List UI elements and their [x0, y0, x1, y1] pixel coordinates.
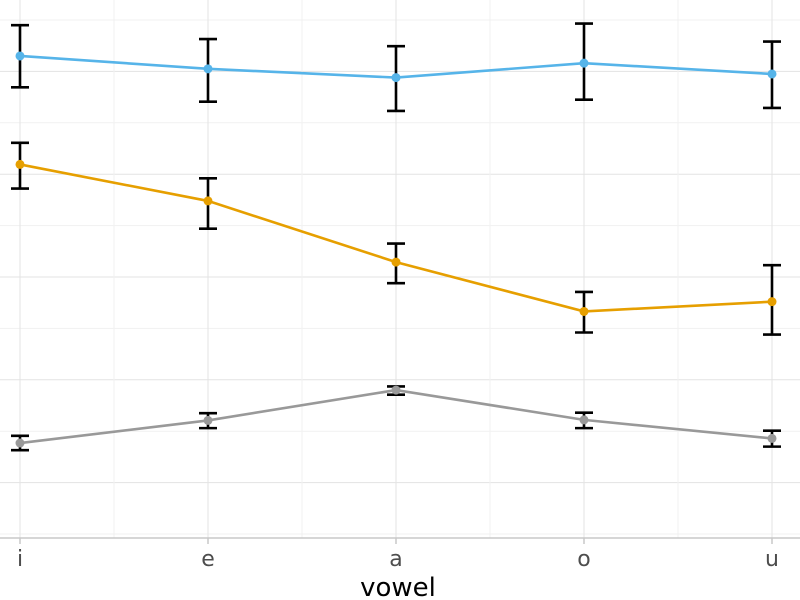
series-0 — [11, 22, 781, 113]
data-point — [15, 438, 25, 448]
data-point — [767, 297, 777, 307]
series-layer — [11, 22, 781, 452]
series-1 — [11, 141, 781, 336]
x-tick-label: o — [577, 547, 590, 572]
data-point — [203, 64, 213, 74]
data-point — [767, 69, 777, 79]
x-tick-label: a — [389, 547, 402, 572]
data-point — [15, 159, 25, 169]
x-tick-label: u — [765, 547, 779, 572]
series-2 — [11, 385, 781, 452]
data-point — [579, 306, 589, 316]
x-tick-label: e — [201, 547, 215, 572]
data-point — [391, 73, 401, 83]
data-point — [579, 415, 589, 425]
grid-lines — [0, 0, 800, 538]
data-point — [391, 257, 401, 267]
x-tick-label: i — [17, 547, 23, 572]
data-point — [391, 385, 401, 395]
data-point — [203, 196, 213, 206]
data-point — [767, 433, 777, 443]
data-point — [203, 415, 213, 425]
data-point — [579, 58, 589, 68]
data-point — [15, 51, 25, 61]
x-axis-title: vowel — [360, 573, 436, 600]
